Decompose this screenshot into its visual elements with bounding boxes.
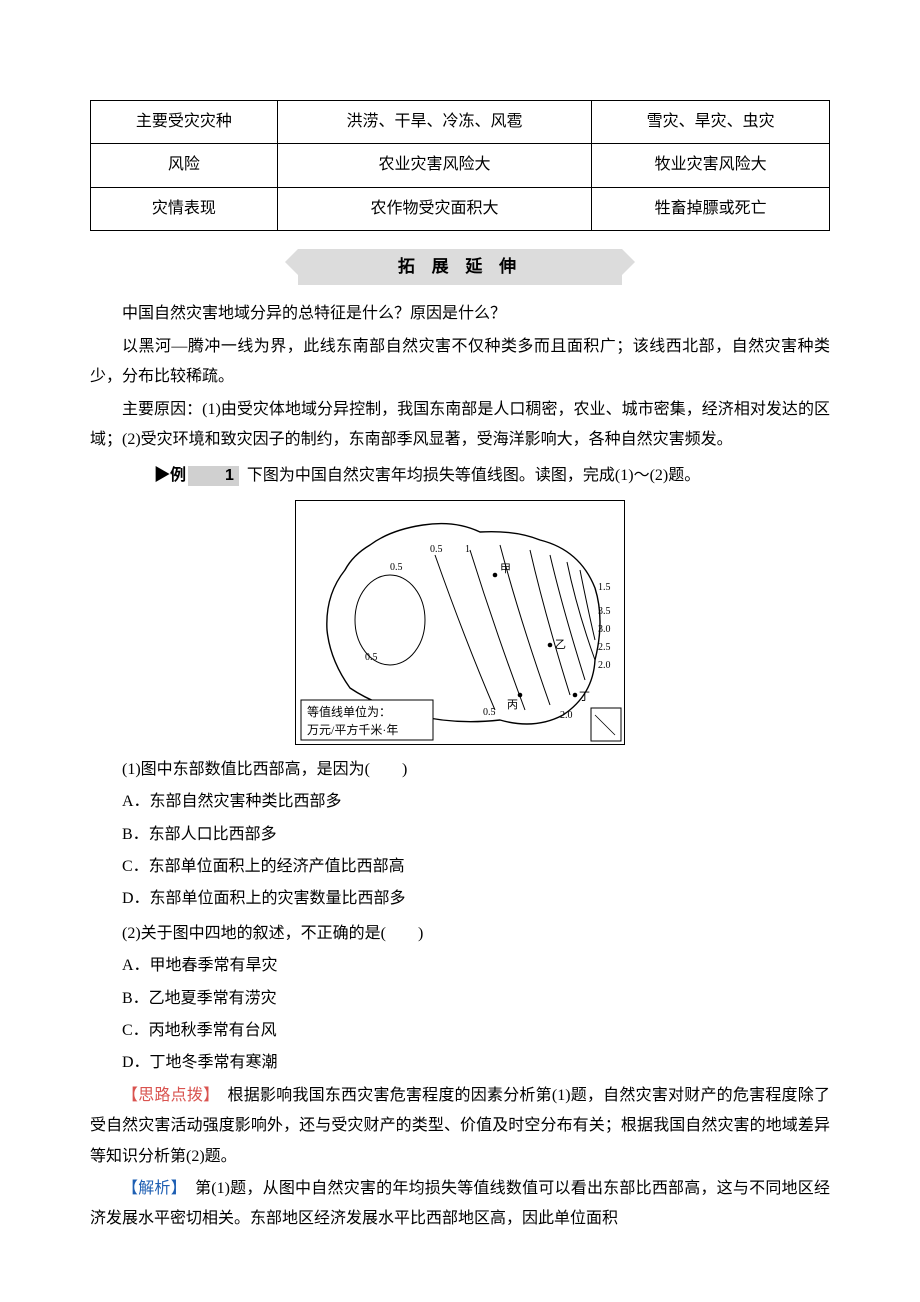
example-tag: ▶例 <box>122 461 186 491</box>
question-stem: (2)关于图中四地的叙述，不正确的是( ) <box>90 919 830 949</box>
table-cell: 雪灾、旱灾、虫灾 <box>592 101 830 144</box>
option: D．丁地冬季常有寒潮 <box>90 1048 830 1078</box>
inset-box <box>591 708 621 741</box>
label-jia: 甲 <box>500 563 511 575</box>
paragraph: 以黑河—腾冲一线为界，此线东南部自然灾害不仅种类多而且面积广；该线西北部，自然灾… <box>90 332 830 393</box>
option: B．东部人口比西部多 <box>90 820 830 850</box>
table-row: 灾情表现 农作物受灾面积大 牲畜掉膘或死亡 <box>91 187 830 230</box>
analysis-paragraph: 【解析】 第(1)题，从图中自然灾害的年均损失等值线数值可以看出东部比西部高，这… <box>90 1174 830 1235</box>
legend-line1: 等值线单位为： <box>307 704 391 719</box>
hint-paragraph: 【思路点拨】 根据影响我国东西灾害危害程度的因素分析第(1)题，自然灾害对财产的… <box>90 1081 830 1172</box>
table-cell: 灾情表现 <box>91 187 278 230</box>
option: A．东部自然灾害种类比西部多 <box>90 787 830 817</box>
table-cell: 农业灾害风险大 <box>277 144 591 187</box>
svg-text:2.0: 2.0 <box>598 660 611 671</box>
table-row: 主要受灾灾种 洪涝、干旱、冷冻、风雹 雪灾、旱灾、虫灾 <box>91 101 830 144</box>
section-banner: 拓 展 延 伸 <box>90 249 830 285</box>
table-row: 风险 农业灾害风险大 牧业灾害风险大 <box>91 144 830 187</box>
svg-text:3.5: 3.5 <box>598 606 611 617</box>
table-cell: 牧业灾害风险大 <box>592 144 830 187</box>
hint-label: 【思路点拨】 <box>122 1087 211 1104</box>
svg-text:3.0: 3.0 <box>598 624 611 635</box>
question-stem: (1)图中东部数值比西部高，是因为( ) <box>90 755 830 785</box>
banner-label: 拓 展 延 伸 <box>298 249 622 285</box>
label-yi: 乙 <box>555 638 566 651</box>
paragraph: 主要原因：(1)由受灾体地域分异控制，我国东南部是人口稠密，农业、城市密集，经济… <box>90 395 830 456</box>
table-cell: 主要受灾灾种 <box>91 101 278 144</box>
option: B．乙地夏季常有涝灾 <box>90 984 830 1014</box>
svg-text:1: 1 <box>465 544 470 555</box>
map-figure: 甲 乙 丙 丁 0.5 0.5 0.5 0.5 1 1.5 2.0 2.0 2.… <box>90 500 830 745</box>
analysis-text: 第(1)题，从图中自然灾害的年均损失等值线数值可以看出东部比西部高，这与不同地区… <box>90 1180 830 1227</box>
svg-text:2.0: 2.0 <box>560 710 573 721</box>
table-cell: 风险 <box>91 144 278 187</box>
option: A．甲地春季常有旱灾 <box>90 951 830 981</box>
paragraph: 中国自然灾害地域分异的总特征是什么？原因是什么？ <box>90 299 830 329</box>
label-bing: 丙 <box>507 699 518 711</box>
svg-text:0.5: 0.5 <box>390 562 403 573</box>
table-cell: 牲畜掉膘或死亡 <box>592 187 830 230</box>
svg-text:0.5: 0.5 <box>483 707 496 718</box>
example-header: ▶例1 下图为中国自然灾害年均损失等值线图。读图，完成(1)～(2)题。 <box>90 461 830 491</box>
china-contour-map: 甲 乙 丙 丁 0.5 0.5 0.5 0.5 1 1.5 2.0 2.0 2.… <box>295 500 625 745</box>
example-number: 1 <box>188 466 239 485</box>
document-page: 主要受灾灾种 洪涝、干旱、冷冻、风雹 雪灾、旱灾、虫灾 风险 农业灾害风险大 牧… <box>0 0 920 1297</box>
legend-line2: 万元/平方千米·年 <box>307 722 398 737</box>
svg-text:0.5: 0.5 <box>365 652 378 663</box>
option: D．东部单位面积上的灾害数量比西部多 <box>90 884 830 914</box>
svg-text:2.5: 2.5 <box>598 642 611 653</box>
svg-text:1.5: 1.5 <box>598 582 611 593</box>
option: C．东部单位面积上的经济产值比西部高 <box>90 852 830 882</box>
option: C．丙地秋季常有台风 <box>90 1016 830 1046</box>
disaster-table: 主要受灾灾种 洪涝、干旱、冷冻、风雹 雪灾、旱灾、虫灾 风险 农业灾害风险大 牧… <box>90 100 830 231</box>
analysis-label: 【解析】 <box>122 1180 179 1197</box>
svg-text:0.5: 0.5 <box>430 544 443 555</box>
label-ding: 丁 <box>579 691 590 703</box>
table-cell: 农作物受灾面积大 <box>277 187 591 230</box>
example-stem: 下图为中国自然灾害年均损失等值线图。读图，完成(1)～(2)题。 <box>247 467 700 484</box>
table-cell: 洪涝、干旱、冷冻、风雹 <box>277 101 591 144</box>
